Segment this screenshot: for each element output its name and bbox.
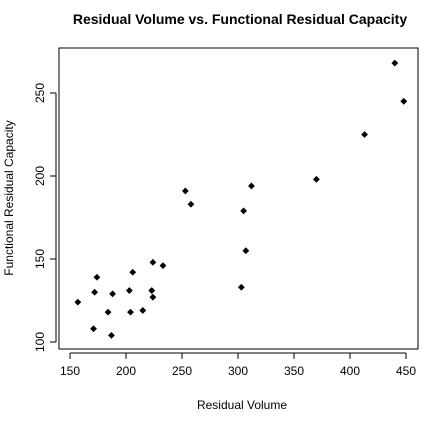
y-axis-label: Functional Residual Capacity [2, 120, 16, 275]
data-point [108, 331, 115, 339]
data-point [181, 187, 189, 195]
x-tick-label: 350 [284, 364, 304, 378]
data-point [93, 273, 101, 281]
data-point [242, 247, 250, 255]
x-tick-label: 450 [396, 364, 416, 378]
y-tick-label: 200 [33, 166, 47, 186]
data-points [74, 59, 408, 339]
data-point [125, 287, 133, 294]
data-point [313, 175, 320, 183]
data-point [391, 59, 399, 67]
data-point [237, 283, 245, 291]
data-point [129, 268, 137, 276]
data-point [187, 200, 195, 208]
chart-title: Residual Volume vs. Functional Residual … [73, 11, 407, 27]
data-point [104, 308, 112, 316]
plot-frame [58, 47, 419, 350]
x-tick-label: 200 [116, 364, 136, 378]
y-tick-label: 150 [33, 249, 47, 269]
data-point [109, 290, 116, 298]
x-tick-label: 250 [172, 364, 192, 378]
y-axis: 100 150 200 250 [33, 83, 57, 352]
data-point [159, 262, 167, 270]
x-tick-label: 150 [60, 364, 80, 378]
data-point [74, 298, 82, 306]
data-point [149, 258, 157, 266]
x-axis: 150 200 250 300 350 400 450 [60, 352, 416, 378]
data-point [148, 287, 156, 294]
x-tick-label: 400 [340, 364, 360, 378]
y-tick-label: 100 [33, 332, 47, 352]
data-point [400, 97, 408, 105]
y-tick-label: 250 [33, 83, 47, 103]
data-point [149, 293, 157, 301]
data-point [91, 288, 99, 296]
data-point [240, 207, 247, 215]
data-point [139, 307, 147, 314]
x-tick-label: 300 [228, 364, 248, 378]
data-point [90, 325, 97, 333]
data-point [361, 131, 368, 138]
data-point [127, 308, 134, 316]
x-axis-label: Residual Volume [197, 398, 287, 412]
data-point [248, 182, 255, 190]
